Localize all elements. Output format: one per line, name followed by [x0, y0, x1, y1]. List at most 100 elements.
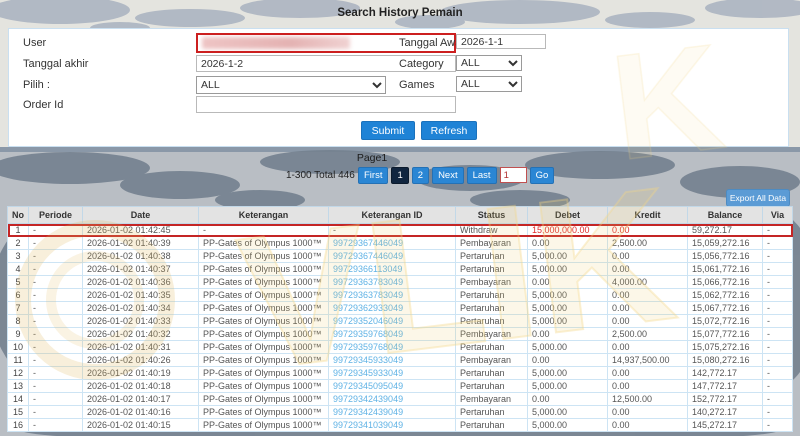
cell: PP-Gates of Olympus 1000™ [198, 327, 329, 341]
keterangan-id-link[interactable]: 99729359768049 [328, 340, 456, 354]
keterangan-id-link[interactable]: 99729345095049 [328, 379, 456, 393]
cell: Pertaruhan [455, 288, 528, 302]
go-button[interactable]: Go [529, 167, 555, 184]
cell: Pertaruhan [455, 249, 528, 263]
keterangan-id-link[interactable]: 99729345933049 [328, 353, 456, 367]
keterangan-id-link[interactable]: 99729342439049 [328, 392, 456, 406]
cell: 2026-01-02 01:40:18 [82, 379, 199, 393]
column-header: Date [82, 206, 199, 224]
last-page-button[interactable]: Last [466, 167, 497, 184]
cell: PP-Gates of Olympus 1000™ [198, 288, 329, 302]
cell: - [28, 314, 83, 328]
keterangan-id-link[interactable]: 99729367446049 [328, 236, 456, 250]
keterangan-id-link[interactable]: 99729367446049 [328, 249, 456, 263]
cell: 15,059,272.16 [687, 236, 763, 250]
cell: 5,000.00 [527, 366, 608, 380]
cell: Pertaruhan [455, 366, 528, 380]
cell: PP-Gates of Olympus 1000™ [198, 301, 329, 315]
pilih-select[interactable]: ALL [196, 76, 386, 94]
cell: 5,000.00 [527, 418, 608, 432]
order-id-input[interactable] [196, 96, 456, 113]
cell: 0.00 [607, 288, 688, 302]
cell: PP-Gates of Olympus 1000™ [198, 236, 329, 250]
page-title: Search History Pemain [337, 7, 463, 19]
table-row: 6-2026-01-02 01:40:35 PP-Gates of Olympus… [7, 288, 793, 302]
tanggal-awal-input[interactable] [456, 34, 546, 49]
table-row-highlighted: 1-2026-01-02 01:42:45- - Withdraw 15,000,00… [7, 223, 793, 237]
cell: 3 [7, 249, 29, 263]
column-header: Periode [28, 206, 83, 224]
keterangan-id-link[interactable]: 99729345933049 [328, 366, 456, 380]
goto-page-input[interactable] [499, 167, 527, 183]
keterangan-id-link[interactable]: 99729342439049 [328, 405, 456, 419]
cell: - [28, 405, 83, 419]
cell: Pembayaran [455, 327, 528, 341]
cell: - [762, 262, 793, 276]
tanggal-akhir-label: Tanggal akhir [23, 58, 89, 70]
cell: - [762, 288, 793, 302]
games-label: Games [399, 79, 435, 91]
keterangan-id-link[interactable]: 99729362933049 [328, 301, 456, 315]
cell: 0.00 [527, 392, 608, 406]
cell: 0.00 [607, 301, 688, 315]
page-2-button[interactable]: 2 [411, 167, 430, 184]
table-header-row: No Periode Date Keterangan Keterangan ID Stat… [7, 206, 793, 224]
keterangan-id-link[interactable]: 99729363783049 [328, 275, 456, 289]
refresh-button[interactable]: Refresh [421, 121, 477, 140]
table-row: 14-2026-01-02 01:40:17 PP-Gates of Olympu… [7, 392, 793, 406]
cell: 2026-01-02 01:40:15 [82, 418, 199, 432]
cell: 15,061,772.16 [687, 262, 763, 276]
cell: 2026-01-02 01:42:45 [82, 223, 199, 237]
redacted-user-value [202, 37, 351, 49]
cell: 5,000.00 [527, 340, 608, 354]
cell: Pembayaran [455, 353, 528, 367]
cell: - [762, 249, 793, 263]
cell: - [28, 366, 83, 380]
cell: 6 [7, 288, 29, 302]
table-row: 16-2026-01-02 01:40:15 PP-Gates of Olympu… [7, 418, 793, 432]
cell: 2026-01-02 01:40:19 [82, 366, 199, 380]
keterangan-id-link[interactable]: 99729341039049 [328, 418, 456, 432]
cell: - [28, 262, 83, 276]
tanggal-akhir-input[interactable] [196, 55, 456, 72]
history-table: No Periode Date Keterangan Keterangan ID Stat… [7, 206, 793, 432]
cell: 4,000.00 [607, 275, 688, 289]
cell: 0.00 [607, 223, 688, 237]
column-header: Via [762, 206, 793, 224]
category-select[interactable]: ALL [456, 55, 522, 71]
cell: Pertaruhan [455, 301, 528, 315]
cell: - [762, 223, 793, 237]
keterangan-id-link[interactable]: 99729359768049 [328, 327, 456, 341]
cell: 10 [7, 340, 29, 354]
page-1-button[interactable]: 1 [391, 167, 409, 184]
cell: - [28, 379, 83, 393]
cell: 15,066,772.16 [687, 275, 763, 289]
cell: 142,772.17 [687, 366, 763, 380]
cell: 11 [7, 353, 29, 367]
cell: 5,000.00 [527, 262, 608, 276]
export-all-data-button[interactable]: Export All Data [726, 189, 790, 207]
cell: 0.00 [527, 327, 608, 341]
cell: PP-Gates of Olympus 1000™ [198, 405, 329, 419]
cell: 0.00 [607, 249, 688, 263]
cell: 15,075,272.16 [687, 340, 763, 354]
keterangan-id-link[interactable]: 99729366113049 [328, 262, 456, 276]
games-select[interactable]: ALL [456, 76, 522, 92]
cell: 2 [7, 236, 29, 250]
next-page-button[interactable]: Next [432, 167, 464, 184]
cell: 4 [7, 262, 29, 276]
cell: 5,000.00 [527, 301, 608, 315]
cell: 2026-01-02 01:40:39 [82, 236, 199, 250]
cell: 2026-01-02 01:40:17 [82, 392, 199, 406]
first-page-button[interactable]: First [358, 167, 389, 184]
user-input[interactable] [196, 33, 456, 53]
submit-button[interactable]: Submit [361, 121, 415, 140]
cell: - [762, 314, 793, 328]
keterangan-id-link[interactable]: 99729352046049 [328, 314, 456, 328]
table-row: 8-2026-01-02 01:40:33 PP-Gates of Olympus… [7, 314, 793, 328]
cell: 2026-01-02 01:40:38 [82, 249, 199, 263]
table-row: 7-2026-01-02 01:40:34 PP-Gates of Olympus… [7, 301, 793, 315]
cell: - [762, 353, 793, 367]
cell: 15,062,772.16 [687, 288, 763, 302]
keterangan-id-link[interactable]: 99729363783049 [328, 288, 456, 302]
